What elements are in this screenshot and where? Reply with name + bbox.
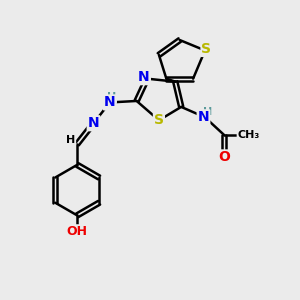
Text: N: N [88,116,99,130]
Text: O: O [218,150,230,164]
Text: N: N [198,110,209,124]
Text: OH: OH [67,225,88,238]
Text: N: N [138,70,150,84]
Text: N: N [104,95,116,110]
Text: S: S [202,42,212,56]
Text: H: H [66,135,75,145]
Text: H: H [107,92,116,102]
Text: S: S [154,113,164,127]
Text: CH₃: CH₃ [238,130,260,140]
Text: H: H [203,107,212,117]
